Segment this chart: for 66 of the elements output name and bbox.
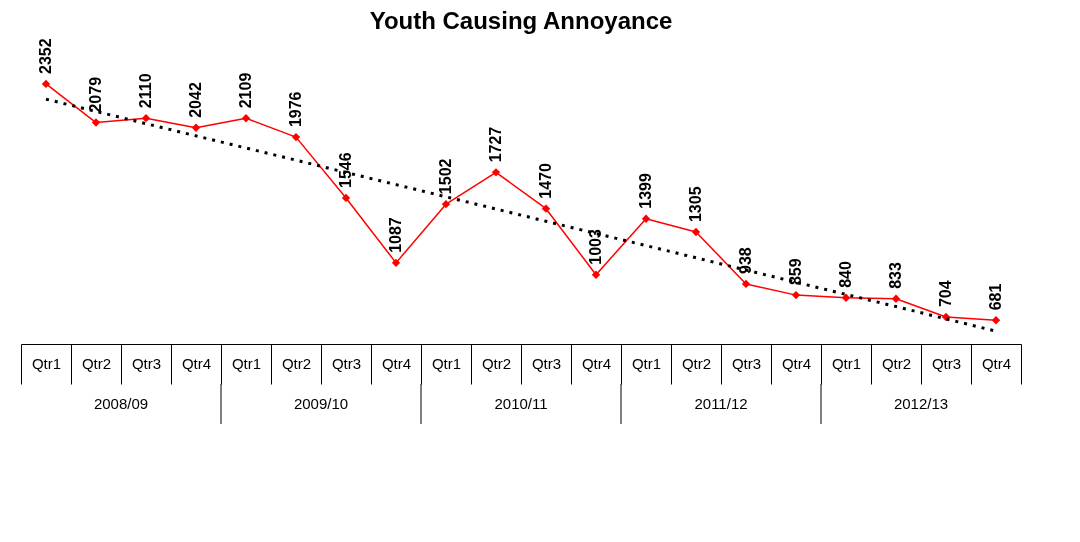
text: 2012/13	[893, 395, 949, 412]
point	[541, 204, 551, 213]
point	[341, 193, 351, 203]
x-tick-label: Qtr4	[181, 354, 212, 372]
data-label: 1727	[487, 126, 504, 163]
point	[141, 113, 151, 123]
point	[91, 118, 101, 127]
x-tick-label: Qtr1	[631, 354, 662, 372]
x-tick-label: Qtr4	[781, 354, 812, 372]
data-label: 1502	[437, 158, 454, 195]
text: 2010/11	[494, 395, 548, 412]
point	[391, 258, 401, 268]
point	[41, 79, 51, 89]
x-tick-label: Qtr4	[981, 354, 1012, 372]
point	[591, 270, 601, 279]
x-tick-label: Qtr3	[931, 354, 962, 372]
data-label: 1087	[387, 217, 404, 253]
data-label: 1003	[587, 229, 604, 265]
x-tick-label: Qtr3	[331, 354, 362, 372]
x-tick-label: Qtr2	[281, 354, 312, 372]
data-label: 859	[787, 258, 804, 286]
point	[991, 316, 1001, 325]
data-label: 1305	[687, 186, 704, 223]
data-label: 2109	[237, 72, 254, 109]
x-tick-label: Qtr4	[381, 354, 412, 372]
point	[491, 168, 501, 177]
data-label: 840	[837, 261, 854, 288]
data-label: 2079	[87, 76, 104, 113]
point	[241, 114, 251, 123]
x-tick-label: Qtr1	[831, 354, 862, 372]
point	[741, 279, 751, 289]
point	[191, 123, 201, 132]
point	[291, 132, 301, 142]
text: 2008/09	[93, 395, 149, 412]
data-label: 1470	[537, 162, 554, 199]
x-tick-label: Qtr4	[581, 354, 612, 372]
data-label: 1976	[287, 91, 304, 128]
data-label: 1399	[637, 173, 654, 209]
data-label: 2352	[37, 38, 54, 74]
text: 2009/10	[293, 395, 349, 412]
data-label: 2110	[137, 73, 154, 109]
data-label: 833	[887, 261, 904, 289]
x-tick-label: Qtr1	[431, 354, 462, 372]
text: 2011/12	[694, 395, 748, 412]
data-label: 2042	[187, 82, 204, 118]
x-tick-label: Qtr3	[531, 354, 562, 372]
x-tick-label: Qtr3	[731, 354, 762, 372]
chart-title: Youth Causing Annoyance	[369, 7, 673, 35]
x-tick-label: Qtr2	[681, 354, 712, 372]
data-label: 681	[987, 283, 1004, 311]
point	[641, 214, 651, 223]
x-tick-label: Qtr2	[81, 354, 112, 372]
x-tick-label: Qtr2	[481, 354, 512, 372]
data-label: 704	[937, 280, 954, 308]
x-tick-label: Qtr1	[31, 354, 62, 372]
data-label: 1546	[337, 152, 354, 188]
x-tick-label: Qtr1	[231, 354, 262, 372]
x-tick-label: Qtr3	[131, 354, 162, 372]
point	[841, 293, 851, 302]
point	[791, 290, 801, 300]
point	[441, 199, 451, 209]
data-label: 938	[737, 247, 754, 274]
point	[891, 294, 901, 303]
point	[941, 312, 951, 322]
point	[691, 227, 701, 237]
x-tick-label: Qtr2	[881, 354, 912, 372]
